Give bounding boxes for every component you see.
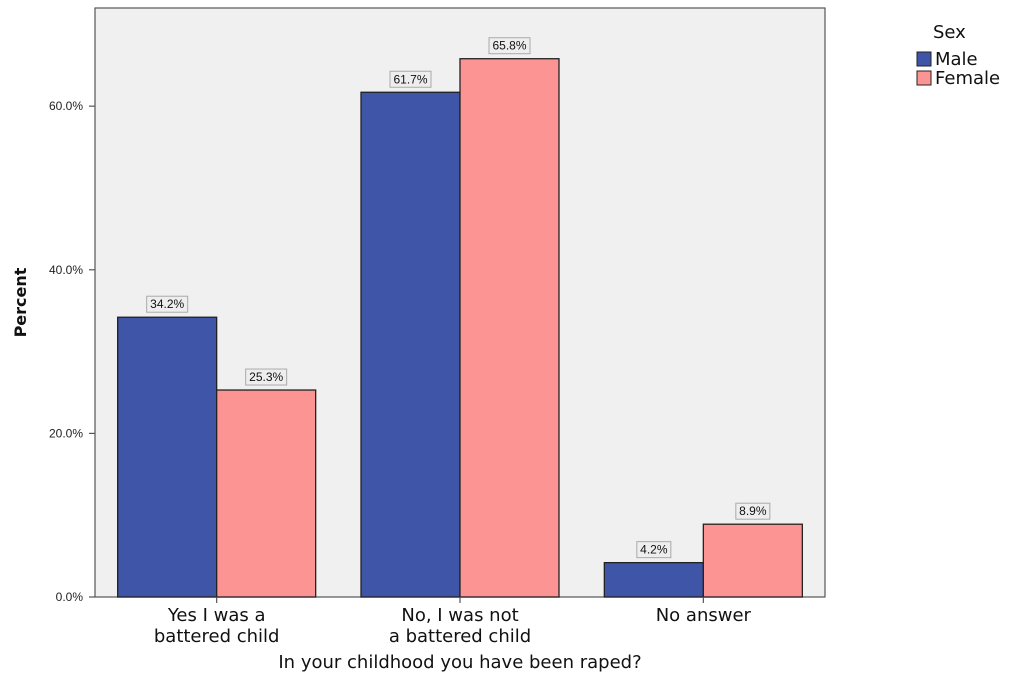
data-label-box [389,70,432,88]
x-axis-title: In your childhood you have been raped? [278,652,641,673]
y-tick-label: 0.0% [56,590,84,604]
bar-male [603,561,704,598]
y-axis: 0.0% 20.0% 40.0% 60.0% [49,99,95,604]
data-label-box [146,295,189,313]
legend-label: Female [935,68,1000,89]
data-label: 25.3% [249,370,283,384]
x-tick-label: No, I was not [401,605,518,626]
data-label: 61.7% [393,72,427,86]
y-tick-label: 60.0% [49,99,83,113]
y-tick-label: 20.0% [49,426,83,440]
data-label: 65.8% [492,39,526,53]
data-label: 34.2% [150,297,184,311]
data-label-box [488,37,531,55]
legend-swatch [916,70,932,86]
bars: 34.2% 25.3% 61.7% 65.8% 4.2% 8.9% [117,37,803,598]
bar-female [702,523,803,598]
data-label-box [735,502,771,520]
data-label: 8.9% [739,504,767,518]
data-label: 4.2% [640,543,668,557]
bar-male [117,316,218,598]
y-tick-label: 40.0% [49,263,83,277]
x-tick-label: battered child [154,626,280,647]
bar-female [216,389,317,598]
data-label-box [636,541,672,559]
y-axis-title: Percent [11,267,30,337]
x-tick-label: No answer [656,605,752,626]
legend-swatch [916,51,932,67]
bar-female [459,58,560,598]
data-label-box [245,368,288,386]
x-tick-label: a battered child [389,626,531,647]
legend-title: Sex [933,22,966,43]
bar-male [360,91,461,598]
legend-label: Male [935,49,978,70]
x-tick-label: Yes I was a [167,605,266,626]
